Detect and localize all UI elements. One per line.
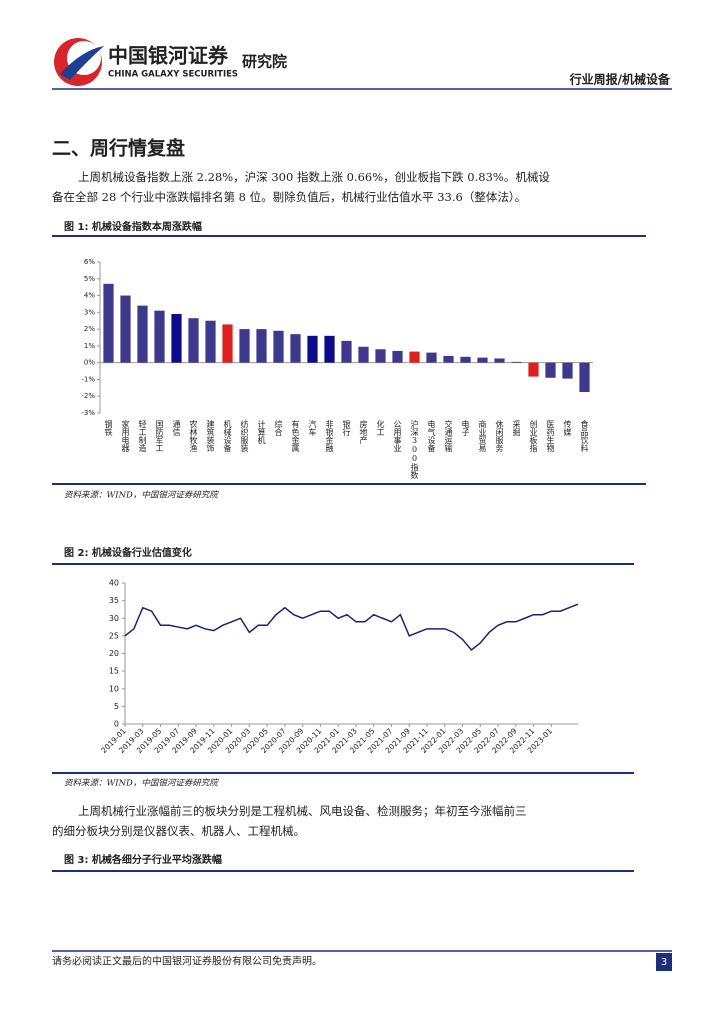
y-tick-label: 5% (84, 275, 95, 283)
y-tick-label: 35 (109, 596, 119, 605)
y-tick-label: 3% (84, 308, 95, 316)
bar (477, 357, 488, 363)
x-tick-label: 通信 (172, 419, 181, 437)
x-tick-label: 银行 (342, 419, 351, 437)
x-tick-label: 综合 (274, 419, 283, 437)
section-title: 二、周行情复盘 (52, 137, 185, 160)
page-number: 3 (661, 957, 667, 968)
x-tick-label: 农林牧渔 (189, 419, 198, 452)
bar (426, 352, 437, 363)
bar (545, 362, 556, 378)
x-tick-label: 创业板指 (529, 419, 538, 453)
x-tick-label: 商业贸易 (478, 419, 487, 453)
y-tick-label: 6% (84, 258, 95, 266)
y-tick-label: -1% (81, 375, 95, 383)
y-tick-label: 25 (109, 631, 119, 640)
figure-caption: 图 1: 机械设备指数本周涨跌幅 (64, 220, 202, 233)
x-tick-label: 轻工制造 (138, 419, 147, 453)
logo-en: CHINA GALAXY SECURITIES (108, 70, 238, 80)
bar (358, 346, 369, 363)
x-tick-label: 建筑装饰 (206, 419, 215, 453)
x-tick-label: 非银金融 (325, 419, 334, 453)
x-tick-label: 医药生物 (546, 420, 555, 453)
page-box (656, 953, 672, 971)
y-tick-label: 4% (84, 292, 95, 300)
x-tick-label: 交通运输 (444, 419, 453, 453)
x-tick-label: 电子 (461, 419, 470, 436)
y-tick-label: 15 (109, 667, 119, 676)
bar (494, 358, 505, 363)
x-tick-label: 电气设备 (427, 419, 436, 453)
bar (307, 335, 318, 363)
y-tick-label: -3% (81, 409, 95, 417)
y-tick-label: 5 (114, 702, 119, 711)
bar (239, 329, 250, 363)
x-tick-label: 化工 (376, 419, 385, 436)
x-tick-label: 钢铁 (104, 419, 113, 437)
bar (324, 335, 335, 363)
y-tick-label: 0 (114, 720, 119, 729)
figure-source: 资料来源：WIND，中国银河证券研究院 (64, 778, 219, 789)
paragraph-line: 上周机械设备指数上涨 2.28%，沪深 300 指数上涨 0.66%，创业板指下… (78, 170, 550, 184)
bar (579, 362, 590, 393)
valuation-line (124, 603, 579, 652)
paragraph-line: 上周机械行业涨幅前三的板块分别是工程机械、风电设备、检测服务；年初至今涨幅前三 (78, 804, 527, 818)
bar (188, 318, 199, 363)
y-tick-label: 30 (109, 614, 119, 623)
y-tick-label: 10 (109, 684, 119, 693)
line-chart: 05101520253035402019-012019-032019-05201… (99, 579, 579, 755)
x-tick-label: 家用电器 (121, 419, 130, 453)
bar (528, 362, 539, 377)
bar (511, 361, 522, 363)
x-tick-label: 纺织服装 (240, 419, 249, 453)
y-tick-label: 1% (84, 342, 95, 350)
x-tick-label: 房地产 (359, 419, 368, 445)
bar (205, 320, 216, 363)
bar (443, 355, 454, 363)
x-tick-label: 沪深300指数 (410, 419, 419, 480)
bar (137, 305, 148, 363)
bar (392, 350, 403, 363)
report-type: 行业周报/机械设备 (569, 72, 671, 87)
x-tick-label: 机械设备 (223, 419, 232, 453)
bar (171, 314, 182, 363)
logo-cn: 中国银河证券 (108, 44, 229, 68)
x-tick-label: 有色金属 (291, 419, 300, 453)
figure-caption: 图 3: 机械各细分子行业平均涨跌幅 (64, 853, 222, 866)
x-tick-label: 国防军工 (155, 420, 164, 452)
y-tick-label: 40 (109, 579, 119, 588)
bar (460, 356, 471, 363)
bar (273, 330, 284, 363)
x-tick-label: 公用事业 (393, 420, 402, 452)
bar (120, 295, 131, 363)
x-tick-label: 休闲服务 (495, 419, 504, 453)
x-tick-label: 汽车 (308, 419, 317, 437)
bar-chart: -3% -2% -1% 0% 1% 2% 3% 4% 5% 6% 钢铁 家用电器 轻工制造 国防军工 通信农… (81, 258, 593, 480)
y-tick-label: -2% (81, 392, 95, 400)
bar (103, 283, 114, 363)
figure-caption: 图 2: 机械设备行业估值变化 (64, 546, 192, 559)
bar (341, 340, 352, 363)
x-tick-label: 传媒 (563, 419, 572, 437)
bar (222, 324, 233, 363)
y-tick-label: 0% (84, 359, 95, 367)
x-tick-label: 计算机 (257, 419, 266, 445)
bar (256, 329, 267, 363)
y-tick-label: 20 (109, 649, 119, 658)
bar (409, 351, 420, 363)
disclaimer: 请务必阅读正文最后的中国银河证券股份有限公司免责声明。 (52, 955, 322, 968)
y-tick-label: 2% (84, 325, 95, 333)
logo-mark (54, 38, 104, 86)
x-tick-label: 采掘 (512, 419, 521, 437)
paragraph-line: 的细分板块分别是仪器仪表、机器人、工程机械。 (52, 824, 305, 838)
bar (375, 349, 386, 363)
bar (154, 310, 165, 363)
paragraph-line: 备在全部 28 个行业中涨跌幅排名第 8 位。剔除负值后，机械行业估值水平 33… (52, 190, 526, 204)
x-tick-label: 食品饮料 (580, 419, 589, 453)
bar (290, 334, 301, 363)
institute: 研究院 (242, 53, 287, 71)
bar (562, 362, 573, 379)
figure-source: 资料来源：WIND，中国银河证券研究院 (64, 490, 219, 501)
